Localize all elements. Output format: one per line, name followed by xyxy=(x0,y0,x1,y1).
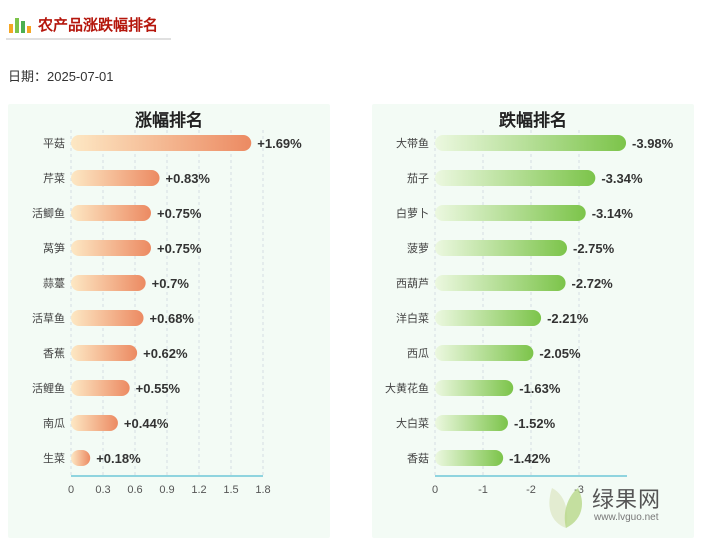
fall-value-label: -2.75% xyxy=(573,241,615,256)
fall-tick-label: -2 xyxy=(526,484,536,496)
fall-bar xyxy=(435,170,596,186)
fall-category-label: 大黄花鱼 xyxy=(385,381,429,395)
rise-chart-panel: 0 0.3 0.6 0.9 1.2 1.5 1.8 平菇 +1.69% 芹菜 +0.83% 活鲫鱼 +0… xyxy=(8,104,330,538)
rise-bar xyxy=(71,170,160,186)
rise-tick-label: 0 xyxy=(68,484,74,496)
fall-category-label: 菠萝 xyxy=(407,242,429,255)
fall-value-label: -2.05% xyxy=(539,346,581,361)
rise-tick-label: 0.6 xyxy=(127,484,142,496)
watermark-brand: 绿果网 xyxy=(592,487,662,512)
rise-chart-title: 涨幅排名 xyxy=(135,111,203,130)
fall-category-label: 白萝卜 xyxy=(396,206,429,220)
title-underline xyxy=(6,38,171,40)
rise-tick-label: 1.2 xyxy=(191,484,206,496)
fall-tick-label: -1 xyxy=(478,484,488,496)
rise-bar xyxy=(71,275,146,291)
fall-chart: 0 -1 -2 -3 大带鱼 -3.98% 茄子 -3.34% 白萝卜 -3.14% 菠萝 -2.75… xyxy=(372,104,694,538)
rise-bar xyxy=(71,450,91,466)
fall-bar xyxy=(435,310,542,326)
watermark-url: www.lvguo.net xyxy=(594,512,659,523)
fall-category-label: 大带鱼 xyxy=(396,136,429,150)
fall-value-label: -3.34% xyxy=(601,171,643,186)
rise-category-label: 芹菜 xyxy=(43,172,65,185)
rise-tick-label: 1.8 xyxy=(255,484,270,496)
rise-tick-label: 0.9 xyxy=(159,484,174,496)
fall-category-label: 西瓜 xyxy=(407,348,429,360)
fall-bar xyxy=(435,345,534,361)
rise-bar xyxy=(71,205,151,221)
rise-tick-label: 0.3 xyxy=(95,484,110,496)
fall-category-label: 大白菜 xyxy=(396,416,429,430)
rise-value-label: +0.68% xyxy=(150,311,195,326)
header: 农产品涨跌幅排名 xyxy=(6,8,176,42)
fall-bar xyxy=(435,240,567,256)
fall-tick-label: -3 xyxy=(574,484,584,496)
rise-category-label: 生菜 xyxy=(43,451,65,465)
fall-chart-panel: 0 -1 -2 -3 大带鱼 -3.98% 茄子 -3.34% 白萝卜 -3.14% 菠萝 -2.75… xyxy=(372,104,694,538)
leaf-logo-icon xyxy=(549,488,582,528)
rise-value-label: +0.75% xyxy=(157,206,202,221)
rise-tick-label: 1.5 xyxy=(223,484,238,496)
fall-bar xyxy=(435,135,627,151)
fall-category-label: 洋白菜 xyxy=(396,311,429,325)
rise-value-label: +0.62% xyxy=(143,346,188,361)
rise-chart: 0 0.3 0.6 0.9 1.2 1.5 1.8 平菇 +1.69% 芹菜 +0.83% 活鲫鱼 +0… xyxy=(8,104,330,538)
fall-category-label: 西葫芦 xyxy=(396,277,429,290)
fall-bar xyxy=(435,275,566,291)
fall-chart-title: 跌幅排名 xyxy=(499,111,567,130)
rise-category-label: 活鲤鱼 xyxy=(32,381,65,395)
date-label: 日期：2025-07-01 xyxy=(8,69,114,84)
fall-bar xyxy=(435,415,508,431)
fall-value-label: -1.52% xyxy=(514,416,556,431)
rise-bar xyxy=(71,415,118,431)
rise-category-label: 莴笋 xyxy=(43,241,65,255)
fall-tick-label: 0 xyxy=(432,484,438,496)
page-title: 农产品涨跌幅排名 xyxy=(38,17,159,34)
bar-chart-icon xyxy=(9,18,31,33)
rise-bar xyxy=(71,240,151,256)
rise-value-label: +0.83% xyxy=(166,171,211,186)
rise-category-label: 平菇 xyxy=(43,136,65,150)
rise-value-label: +0.75% xyxy=(157,241,202,256)
fall-bar xyxy=(435,450,504,466)
rise-value-label: +0.44% xyxy=(124,416,169,431)
rise-bar xyxy=(71,345,138,361)
rise-bar xyxy=(71,135,252,151)
fall-bar xyxy=(435,380,514,396)
rise-value-label: +0.55% xyxy=(136,381,181,396)
fall-category-label: 香菇 xyxy=(407,451,429,465)
rise-bar xyxy=(71,310,144,326)
fall-value-label: -3.14% xyxy=(592,206,634,221)
rise-value-label: +1.69% xyxy=(257,136,302,151)
watermark: 绿果网 www.lvguo.net xyxy=(542,482,692,532)
rise-category-label: 蒜薹 xyxy=(43,276,65,290)
rise-bar xyxy=(71,380,130,396)
rise-category-label: 活草鱼 xyxy=(32,311,65,325)
rise-value-label: +0.18% xyxy=(96,451,141,466)
fall-value-label: -1.63% xyxy=(519,381,561,396)
rise-value-label: +0.7% xyxy=(152,276,190,291)
rise-category-label: 南瓜 xyxy=(43,417,65,430)
rise-category-label: 活鲫鱼 xyxy=(32,206,65,220)
fall-category-label: 茄子 xyxy=(407,171,429,185)
fall-value-label: -2.72% xyxy=(572,276,614,291)
rise-category-label: 香蕉 xyxy=(43,347,65,360)
fall-bar xyxy=(435,205,586,221)
fall-value-label: -1.42% xyxy=(509,451,551,466)
fall-value-label: -3.98% xyxy=(632,136,674,151)
fall-value-label: -2.21% xyxy=(547,311,589,326)
